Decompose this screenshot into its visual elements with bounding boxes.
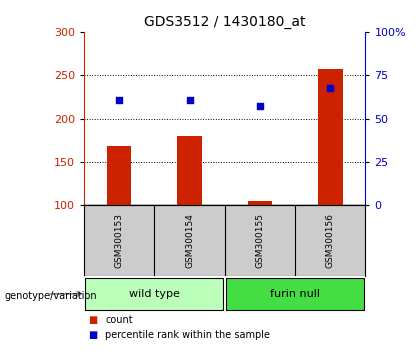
Text: wild type: wild type <box>129 289 180 299</box>
Bar <box>177 136 202 205</box>
Text: GSM300153: GSM300153 <box>115 213 123 268</box>
Text: ■: ■ <box>88 330 97 339</box>
Text: GSM300155: GSM300155 <box>255 213 264 268</box>
Point <box>327 85 333 91</box>
Text: ■: ■ <box>88 315 97 325</box>
Bar <box>318 69 343 205</box>
Text: count: count <box>105 315 133 325</box>
Point <box>186 97 193 102</box>
Bar <box>247 201 272 205</box>
Text: GSM300154: GSM300154 <box>185 213 194 268</box>
Title: GDS3512 / 1430180_at: GDS3512 / 1430180_at <box>144 16 305 29</box>
Text: percentile rank within the sample: percentile rank within the sample <box>105 330 270 339</box>
Text: genotype/variation: genotype/variation <box>4 291 97 301</box>
FancyBboxPatch shape <box>85 278 223 310</box>
Point <box>257 104 263 109</box>
Bar <box>107 146 131 205</box>
FancyBboxPatch shape <box>226 278 364 310</box>
Text: furin null: furin null <box>270 289 320 299</box>
Text: GSM300156: GSM300156 <box>326 213 335 268</box>
Point <box>116 97 123 102</box>
